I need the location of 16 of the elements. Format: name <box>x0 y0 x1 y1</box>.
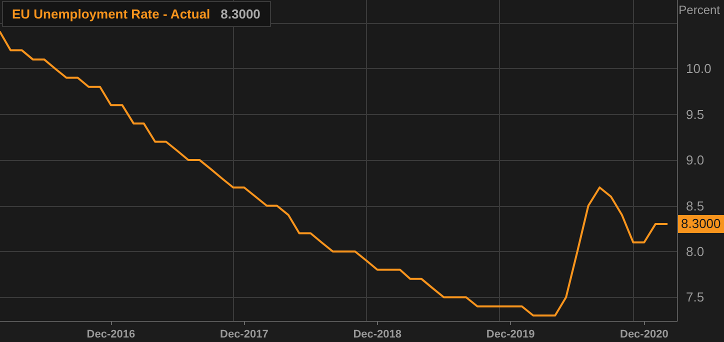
x-tick-label: Dec-2019 <box>486 328 535 340</box>
text: EU Unemployment Rate - Actual <box>12 6 210 22</box>
x-tick-label: Dec-2020 <box>620 328 668 340</box>
line-series <box>0 31 668 317</box>
y-tick-label: 7.5 <box>686 290 704 305</box>
x-tick-label: Dec-2018 <box>353 328 402 340</box>
y-tick-label: 9.0 <box>686 152 704 168</box>
x-tick-label: Dec-2016 <box>86 328 136 340</box>
y-axis-title: Percent <box>678 3 721 17</box>
y-tick-label: 10.0 <box>686 61 712 76</box>
y-tick-label: 8.0 <box>686 244 704 259</box>
y-tick-label: 9.5 <box>686 106 704 122</box>
x-tick-label: Dec-2017 <box>220 328 268 340</box>
annotation: 8.3000 <box>681 216 721 232</box>
text: 8.3000 <box>220 6 260 22</box>
y-tick-label: 8.5 <box>686 198 704 214</box>
